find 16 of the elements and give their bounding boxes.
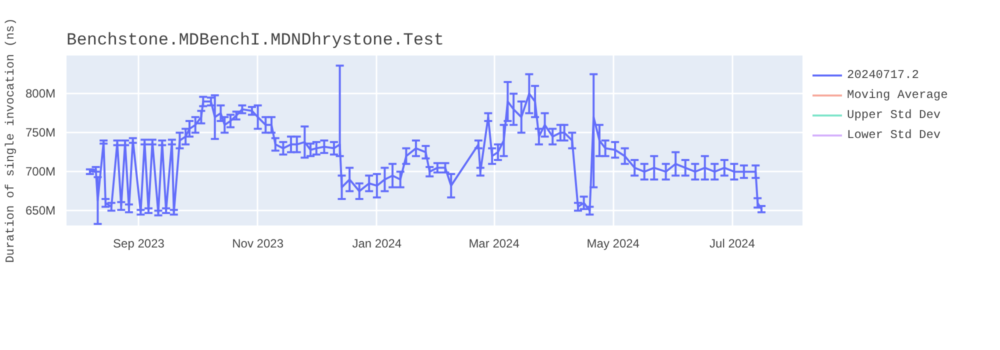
y-axis-title: Duration of single invocation (ns) <box>3 18 18 263</box>
x-tick-label: Jan 2024 <box>352 236 402 250</box>
x-tick-label: Nov 2023 <box>232 236 284 250</box>
legend-label: Lower Std Dev <box>847 128 941 142</box>
y-tick-label: 650M <box>25 204 56 218</box>
y-tick-label: 700M <box>25 164 56 179</box>
y-tick-label: 750M <box>25 126 56 140</box>
chart-title: Benchstone.MDBenchI.MDNDhrystone.Test <box>66 32 444 50</box>
legend-label: 20240717.2 <box>847 68 920 82</box>
y-tick-label: 800M <box>25 86 56 101</box>
x-tick-label: May 2024 <box>586 236 640 250</box>
legend-label: Upper Std Dev <box>847 108 941 122</box>
legend-label: Moving Average <box>847 88 948 102</box>
x-tick-label: Jul 2024 <box>710 236 756 250</box>
x-tick-label: Mar 2024 <box>468 236 520 250</box>
x-tick-label: Sep 2023 <box>113 236 165 250</box>
